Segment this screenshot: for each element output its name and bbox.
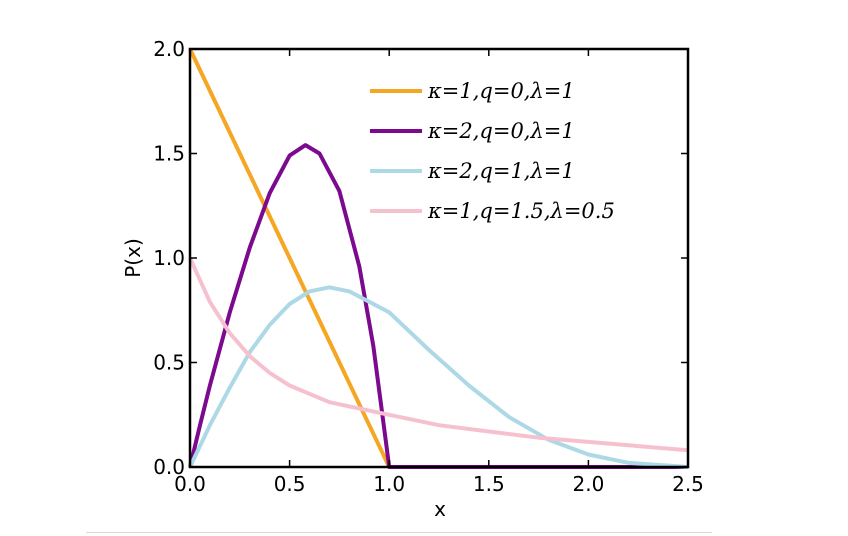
series-line-4 (188, 257, 689, 453)
x-tick-label: 1.5 (473, 472, 505, 496)
ticks-layer: 0.0 0.5 1.0 1.5 2.0 2.5 0.0 0.5 1.0 1.5 2.0 (153, 37, 704, 496)
series-line-2 (188, 143, 688, 469)
legend: κ=1,q=0,λ=1 κ=2,q=0,λ=1 κ=2,q=1,λ=1 κ=1,q=1… (370, 79, 615, 223)
x-tick-label: 0.0 (174, 472, 206, 496)
y-tick-label: 1.0 (153, 246, 185, 270)
legend-label: κ=2,q=0,λ=1 (427, 119, 575, 143)
x-tick-label: 2.0 (572, 472, 604, 496)
legend-label: κ=1,q=1.5,λ=0.5 (427, 199, 615, 223)
series-line-3 (188, 285, 689, 469)
bottom-divider (86, 532, 712, 533)
x-tick-label: 2.5 (672, 472, 704, 496)
y-tick-label: 0.0 (153, 455, 185, 479)
x-axis-label: x (434, 497, 446, 521)
y-tick-label: 1.5 (153, 142, 185, 166)
legend-label: κ=2,q=1,λ=1 (427, 159, 575, 183)
plot-frame (188, 47, 690, 469)
series-line-1 (188, 48, 688, 469)
series-layer (188, 48, 689, 469)
y-tick-label: 0.5 (153, 351, 185, 375)
x-tick-label: 0.5 (274, 472, 306, 496)
y-axis-label: P(x) (121, 238, 145, 278)
x-tick-label: 1.0 (373, 472, 405, 496)
y-tick-label: 2.0 (153, 37, 185, 61)
legend-label: κ=1,q=0,λ=1 (427, 79, 575, 103)
